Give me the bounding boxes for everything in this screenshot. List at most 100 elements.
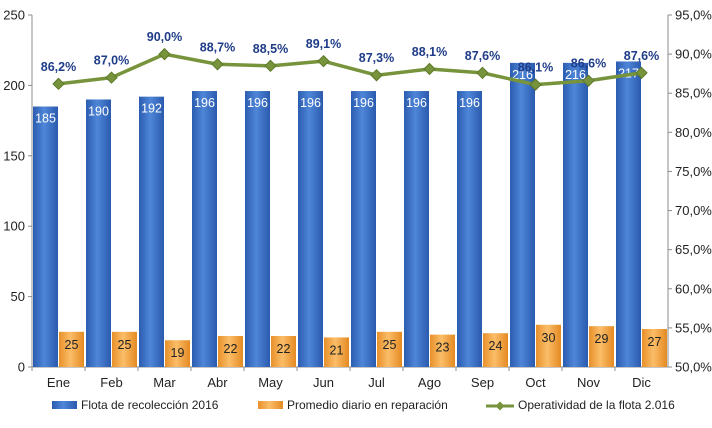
line-operatividad-label: 87,3% — [359, 51, 394, 65]
x-tick-label: Ago — [418, 375, 441, 390]
line-operatividad-point — [582, 74, 595, 87]
bar-reparacion — [536, 324, 561, 367]
line-operatividad-point — [317, 54, 330, 68]
y-right-tick-label: 65,0% — [675, 242, 712, 257]
bar-reparacion-label: 25 — [65, 338, 79, 352]
bar-flota — [192, 91, 217, 368]
line-operatividad — [58, 52, 642, 87]
x-tick-label: Oct — [525, 375, 546, 390]
y-right-tick-label: 70,0% — [675, 203, 712, 218]
x-tick-label: Nov — [577, 375, 601, 390]
bar-flota — [33, 106, 58, 368]
x-tick-label: Feb — [100, 375, 122, 390]
bar-flota — [457, 91, 482, 368]
x-tick-label: May — [258, 375, 283, 390]
bar-flota-label: 196 — [300, 96, 321, 110]
bar-flota-label: 196 — [247, 96, 268, 110]
bar-reparacion-label: 25 — [383, 338, 397, 352]
bar-flota-label: 192 — [141, 102, 162, 116]
legend-label-reparacion: Promedio diario en reparación — [287, 398, 448, 412]
bar-reparacion-label: 25 — [118, 338, 132, 352]
bar-reparacion-label: 29 — [595, 332, 609, 346]
line-operatividad-point — [158, 47, 171, 61]
y-left-tick-label: 250 — [3, 8, 25, 23]
bar-flota — [139, 96, 164, 367]
bar-reparacion-label: 27 — [648, 335, 662, 349]
y-left-tick-label: 200 — [3, 78, 25, 93]
y-left-tick-label: 150 — [3, 148, 25, 163]
bar-reparacion — [112, 331, 137, 367]
line-operatividad-label: 86,1% — [518, 61, 553, 75]
legend-swatch-flota — [52, 401, 77, 409]
x-tick-label: Jun — [313, 375, 334, 390]
bar-reparacion — [483, 333, 508, 367]
line-operatividad-label: 90,0% — [147, 30, 182, 44]
y-right-tick-label: 90,0% — [675, 47, 712, 62]
bar-flota — [616, 61, 641, 368]
bar-reparacion — [218, 336, 243, 367]
line-operatividad-label: 86,2% — [41, 60, 76, 74]
line-operatividad-point — [635, 66, 648, 80]
bar-reparacion-label: 30 — [542, 331, 556, 345]
bar-flota — [86, 99, 111, 367]
line-operatividad-point — [211, 58, 224, 71]
line-operatividad-label: 89,1% — [306, 37, 341, 51]
y-right-tick-label: 50,0% — [675, 360, 712, 375]
y-right-tick-label: 60,0% — [675, 281, 712, 296]
bar-flota-label: 185 — [35, 112, 56, 126]
bar-reparacion — [165, 340, 190, 367]
bar-flota-label: 196 — [194, 96, 215, 110]
bar-reparacion — [324, 337, 349, 367]
bar-flota — [298, 91, 323, 368]
bar-flota — [351, 91, 376, 368]
y-right-tick-label: 55,0% — [675, 320, 712, 335]
bar-reparacion-label: 21 — [330, 343, 344, 357]
bar-reparacion — [59, 331, 84, 367]
bar-flota-label: 216 — [512, 68, 533, 82]
bar-flota — [245, 91, 270, 368]
legend-swatch-reparacion — [258, 401, 283, 409]
bar-reparacion-label: 23 — [436, 341, 450, 355]
line-operatividad-label: 86,6% — [571, 57, 606, 71]
x-tick-label: Mar — [153, 375, 176, 390]
x-tick-label: Jul — [368, 375, 385, 390]
x-tick-label: Abr — [207, 375, 228, 390]
bar-reparacion-label: 22 — [224, 342, 238, 356]
legend-label-flota: Flota de recolección 2016 — [81, 398, 219, 412]
bar-reparacion — [271, 336, 296, 367]
bar-flota — [404, 91, 429, 368]
y-right-tick-label: 95,0% — [675, 8, 712, 23]
bar-reparacion-label: 24 — [489, 339, 503, 353]
bar-flota-label: 190 — [88, 104, 109, 118]
line-operatividad-point — [105, 71, 118, 84]
bar-reparacion-label: 22 — [277, 342, 291, 356]
line-operatividad-label: 88,7% — [200, 40, 235, 54]
bar-flota — [563, 62, 588, 367]
legend-marker-operatividad — [495, 401, 505, 411]
bar-flota-label: 216 — [565, 68, 586, 82]
bar-flota — [510, 62, 535, 367]
line-operatividad-label: 87,6% — [624, 49, 659, 63]
bar-reparacion-label: 19 — [171, 346, 185, 360]
bar-flota-label: 196 — [353, 96, 374, 110]
line-operatividad-point — [476, 66, 489, 80]
x-tick-label: Ene — [47, 375, 70, 390]
bar-reparacion — [377, 331, 402, 367]
line-operatividad-point — [370, 69, 383, 82]
legend-label-operatividad: Operatividad de la flota 2.016 — [518, 398, 675, 412]
bar-flota-label: 196 — [406, 96, 427, 110]
y-right-tick-label: 75,0% — [675, 164, 712, 179]
line-operatividad-label: 88,1% — [412, 45, 447, 59]
y-right-tick-label: 80,0% — [675, 125, 712, 140]
y-left-tick-label: 50 — [11, 289, 25, 304]
y-left-tick-label: 0 — [18, 360, 25, 375]
bar-reparacion — [642, 328, 667, 367]
line-operatividad-label: 87,0% — [94, 54, 129, 68]
y-left-tick-label: 100 — [3, 219, 25, 234]
line-operatividad-label: 88,5% — [253, 42, 288, 56]
line-operatividad-point — [423, 62, 436, 76]
x-tick-label: Sep — [471, 375, 494, 390]
bar-reparacion — [589, 326, 614, 367]
